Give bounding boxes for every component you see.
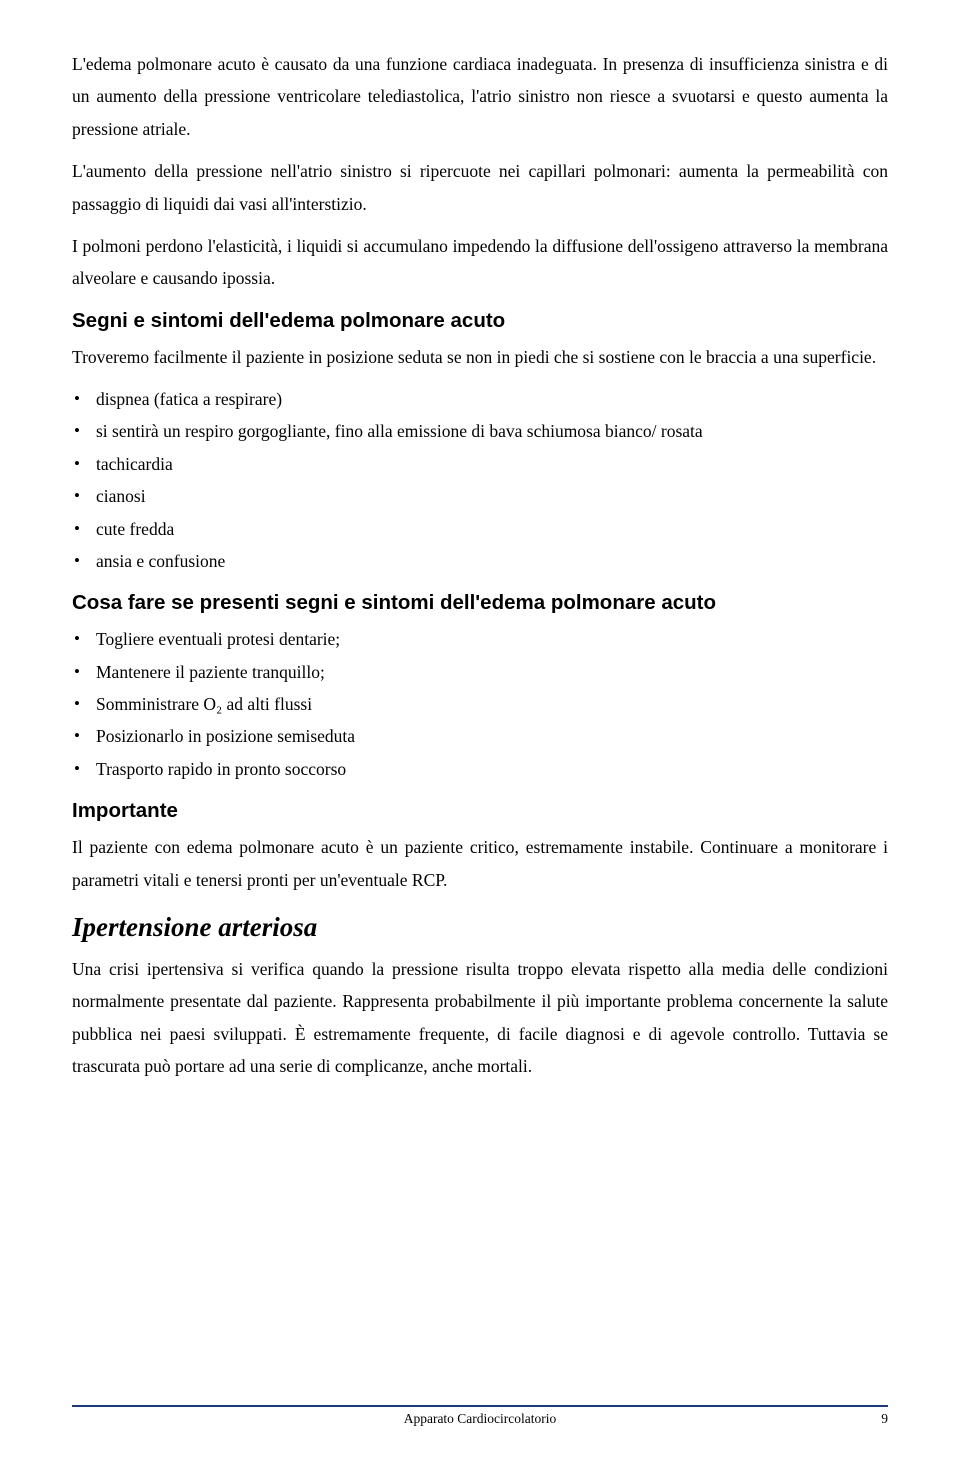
- heading-important: Importante: [72, 799, 888, 823]
- list-item: Togliere eventuali protesi dentarie;: [72, 623, 888, 655]
- intro-paragraph: L'edema polmonare acuto è causato da una…: [72, 48, 888, 145]
- footer-page-number: 9: [858, 1411, 888, 1427]
- list-item: ansia e confusione: [72, 545, 888, 577]
- hypertension-paragraph: Una crisi ipertensiva si verifica quando…: [72, 953, 888, 1083]
- list-item: Mantenere il paziente tranquillo;: [72, 656, 888, 688]
- paragraph-3: I polmoni perdono l'elasticità, i liquid…: [72, 230, 888, 295]
- list-item: cute fredda: [72, 513, 888, 545]
- page-footer: Apparato Cardiocircolatorio 9: [72, 1405, 888, 1427]
- signs-intro: Troveremo facilmente il paziente in posi…: [72, 341, 888, 373]
- list-item: dispnea (fatica a respirare): [72, 383, 888, 415]
- footer-spacer: [72, 1411, 102, 1427]
- list-item: Posizionarlo in posizione semiseduta: [72, 720, 888, 752]
- heading-signs: Segni e sintomi dell'edema polmonare acu…: [72, 309, 888, 333]
- actions-list: Togliere eventuali protesi dentarie; Man…: [72, 623, 888, 785]
- list-item: cianosi: [72, 480, 888, 512]
- list-item: si sentirà un respiro gorgogliante, fino…: [72, 415, 888, 447]
- list-item: tachicardia: [72, 448, 888, 480]
- signs-list: dispnea (fatica a respirare) si sentirà …: [72, 383, 888, 577]
- heading-hypertension: Ipertensione arteriosa: [72, 912, 888, 943]
- heading-whattodo: Cosa fare se presenti segni e sintomi de…: [72, 591, 888, 615]
- footer-divider: [72, 1405, 888, 1407]
- important-paragraph: Il paziente con edema polmonare acuto è …: [72, 831, 888, 896]
- list-item: Somministrare O₂ ad alti flussi: [72, 688, 888, 720]
- footer-title: Apparato Cardiocircolatorio: [102, 1411, 858, 1427]
- paragraph-2: L'aumento della pressione nell'atrio sin…: [72, 155, 888, 220]
- list-item: Trasporto rapido in pronto soccorso: [72, 753, 888, 785]
